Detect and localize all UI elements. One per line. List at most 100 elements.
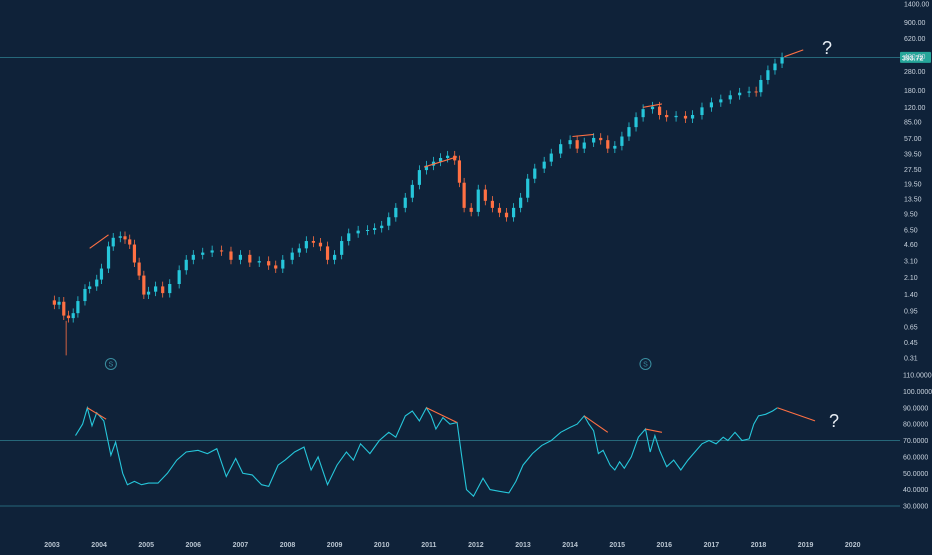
candle-body[interactable] [76,301,80,314]
candle-body[interactable] [71,313,75,319]
candle-body[interactable] [62,301,66,316]
candle-body[interactable] [394,207,398,218]
candle-body[interactable] [766,70,770,80]
candle-body[interactable] [754,91,758,93]
candle-body[interactable] [137,262,141,276]
indicator-trendline[interactable] [426,407,458,423]
candle-body[interactable] [168,284,172,294]
candle-body[interactable] [559,144,563,154]
candle-body[interactable] [248,254,252,263]
candle-body[interactable] [511,207,516,218]
event-marker[interactable]: S [639,358,652,370]
candle-body[interactable] [128,239,132,245]
candle-body[interactable] [340,241,344,255]
candle-body[interactable] [497,207,502,213]
candle-body[interactable] [184,259,188,271]
candle-body[interactable] [549,153,553,162]
price-pane[interactable]: 393.72? S S [52,38,931,370]
candle-body[interactable] [483,189,487,201]
candle-body[interactable] [542,161,546,169]
candle-body[interactable] [620,136,624,146]
candle-body[interactable] [111,237,115,247]
price-trendline[interactable] [423,156,458,168]
candle-body[interactable] [504,212,509,218]
candle-body[interactable] [446,155,450,158]
candle-body[interactable] [519,197,523,208]
candle-body[interactable] [738,92,742,96]
candle-body[interactable] [657,106,662,116]
candle-body[interactable] [57,301,61,305]
candle-body[interactable] [700,107,704,116]
candle-body[interactable] [154,286,158,292]
indicator-trendline[interactable] [777,407,816,422]
candle-body[interactable] [201,252,205,255]
candle-body[interactable] [95,279,99,287]
candle-body[interactable] [613,145,617,149]
price-trendline[interactable] [89,234,109,249]
candle-body[interactable] [325,246,330,260]
candle-body[interactable] [274,265,278,269]
candle-body[interactable] [575,140,579,149]
indicator-pane[interactable]: ? [75,405,840,498]
candle-body[interactable] [219,250,224,252]
candle-body[interactable] [457,160,462,183]
candle-body[interactable] [747,91,751,93]
candle-body[interactable] [365,229,370,231]
candle-body[interactable] [83,288,87,302]
candle-body[interactable] [526,178,530,198]
candle-body[interactable] [257,261,261,263]
candle-body[interactable] [665,115,669,118]
candle-body[interactable] [462,182,466,208]
candle-body[interactable] [533,168,537,179]
candle-body[interactable] [161,286,165,294]
candle-body[interactable] [568,140,572,145]
candle-body[interactable] [356,230,360,234]
candle-body[interactable] [88,286,92,289]
candle-body[interactable] [476,189,480,212]
candle-body[interactable] [709,102,713,108]
candle-body[interactable] [311,241,316,243]
event-marker[interactable]: S [104,358,117,370]
candle-body[interactable] [759,79,763,93]
candle-body[interactable] [290,252,294,260]
candle-body[interactable] [142,275,146,295]
candle-body[interactable] [773,63,777,71]
candle-body[interactable] [210,250,214,253]
candle-body[interactable] [238,254,242,260]
candle-body[interactable] [387,217,391,226]
candle-body[interactable] [424,165,429,171]
candle-body[interactable] [229,251,233,260]
candle-body[interactable] [410,184,414,198]
candle-body[interactable] [373,228,377,230]
candle-body[interactable] [403,197,407,208]
price-trendline[interactable] [572,133,594,138]
indicator-trendline[interactable] [583,415,609,433]
candle-body[interactable] [281,259,285,269]
candle-body[interactable] [690,115,695,119]
candle-body[interactable] [106,246,111,269]
price-trendline[interactable] [643,103,663,108]
candle-body[interactable] [582,142,586,149]
candle-body[interactable] [641,109,645,118]
candle-body[interactable] [267,261,271,266]
candle-body[interactable] [177,270,181,285]
candle-body[interactable] [191,254,195,260]
candle-body[interactable] [347,233,351,242]
candle-body[interactable] [52,300,56,305]
candle-body[interactable] [634,117,638,128]
candle-body[interactable] [123,236,127,240]
candle-body[interactable] [333,254,337,260]
candle-body[interactable] [66,315,71,319]
indicator-line[interactable] [75,405,778,498]
candle-body[interactable] [490,200,494,208]
candle-body[interactable] [780,57,784,64]
candle-body[interactable] [592,137,596,143]
candle-body[interactable] [318,242,323,247]
candle-body[interactable] [132,244,137,263]
candle-body[interactable] [417,170,421,185]
candle-body[interactable] [469,207,473,212]
candle-body[interactable] [99,268,104,280]
candle-body[interactable] [304,241,308,249]
